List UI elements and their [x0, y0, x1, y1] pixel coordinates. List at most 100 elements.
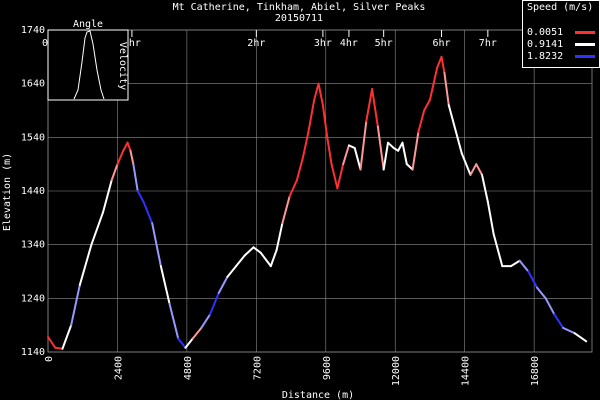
elevation-segment — [428, 66, 439, 101]
inset-frame — [47, 29, 129, 101]
legend-entry-fast: 1.8232 — [527, 51, 597, 63]
elevation-segment — [387, 141, 395, 150]
elevation-segment — [168, 302, 180, 340]
legend-label: 1.8232 — [527, 51, 564, 62]
y-tick-label: 1140 — [21, 347, 45, 358]
elevation-segment — [509, 259, 521, 268]
legend-entry-mid: 0.9141 — [527, 39, 597, 51]
elevation-segment — [259, 251, 272, 268]
elevation-segment — [47, 335, 57, 349]
elevation-segment — [78, 243, 93, 286]
inset-plot: Angle Velocity — [47, 19, 129, 101]
elevation-segment — [475, 163, 484, 176]
plot-frame — [47, 29, 593, 353]
elevation-segment — [321, 104, 329, 139]
x-tick-label: 16800 — [530, 356, 541, 386]
elevation-segment — [326, 136, 333, 166]
x-tick-label: 7200 — [252, 356, 263, 380]
elevation-segment — [116, 149, 125, 166]
elevation-segment — [54, 346, 64, 350]
legend-swatch-blue — [575, 55, 595, 58]
time-marker-label: 1hr — [123, 38, 141, 49]
elevation-segment — [281, 195, 291, 225]
inset-ylabel: Velocity — [117, 42, 128, 90]
elevation-segment — [460, 152, 472, 176]
elevation-segment — [126, 141, 132, 152]
elevation-segment — [200, 313, 212, 329]
elevation-segment — [573, 332, 588, 343]
legend-swatch-red — [575, 31, 595, 34]
elevation-segment — [226, 265, 238, 278]
elevation-segment — [184, 337, 194, 349]
elevation-segment — [90, 211, 104, 246]
x-tick-label: 9600 — [322, 356, 333, 380]
speed-legend: Speed (m/s) 0.0051 0.9141 1.8232 — [522, 0, 600, 68]
elevation-segment — [129, 149, 135, 166]
elevation-segment — [61, 324, 73, 350]
elevation-segment — [453, 125, 463, 155]
y-axis-label: Elevation (m) — [2, 153, 13, 231]
elevation-segment — [301, 130, 310, 160]
elevation-segment — [423, 98, 431, 112]
y-tick-label: 1340 — [21, 240, 45, 251]
elevation-segment — [553, 313, 565, 329]
legend-label: 0.9141 — [527, 39, 564, 50]
y-tick-label: 1640 — [21, 79, 45, 90]
x-tick-label: 14400 — [461, 356, 472, 386]
elevation-segment — [401, 141, 408, 166]
elevation-segment — [269, 249, 278, 268]
elevation-segment — [443, 71, 450, 107]
elevation-segment — [544, 297, 556, 316]
legend-title: Speed (m/s) — [527, 2, 594, 13]
elevation-segment — [295, 157, 304, 182]
time-marker-label: 3hr — [314, 38, 332, 49]
elevation-segment — [440, 55, 446, 74]
elevation-segment — [330, 163, 339, 190]
elevation-segment — [469, 163, 478, 176]
elevation-segment — [136, 190, 145, 203]
elevation-segment — [252, 246, 262, 254]
elevation-segment — [275, 222, 284, 252]
elevation-segment — [536, 286, 547, 300]
elevation-segment — [492, 232, 504, 268]
chart-title: Mt Catherine, Tinkham, Abiel, Silver Pea… — [173, 2, 426, 13]
legend-swatch-white — [575, 43, 595, 46]
elevation-segment — [447, 104, 456, 128]
elevation-segment — [317, 82, 324, 107]
x-axis-label: Distance (m) — [282, 390, 354, 400]
grid-layer — [47, 29, 592, 353]
y-tick-label: 1440 — [21, 186, 45, 197]
elevation-segment — [70, 283, 81, 327]
elevation-segment — [376, 125, 385, 171]
elevation-segment — [132, 163, 139, 192]
elevation-segment — [382, 141, 389, 171]
elevation-segment — [481, 173, 489, 203]
elevation-segment — [142, 200, 154, 225]
elevation-segment — [417, 109, 426, 133]
elevation-segment — [110, 163, 119, 182]
time-marker-label: 6hr — [433, 38, 451, 49]
time-marker-label: 4hr — [340, 38, 358, 49]
elevation-segment — [527, 270, 539, 289]
chart-subtitle: 20150711 — [275, 13, 323, 24]
elevation-segment — [371, 88, 379, 128]
elevation-segment — [518, 259, 530, 273]
elevation-segment — [217, 275, 229, 294]
elevation-segment — [359, 120, 368, 171]
time-marker-label: 5hr — [375, 38, 393, 49]
elevation-segment — [288, 179, 298, 198]
inset-title: Angle — [73, 19, 103, 30]
elevation-segment — [122, 141, 129, 152]
y-tick-label: 1740 — [21, 25, 45, 36]
legend-entry-slow: 0.0051 — [527, 27, 597, 39]
elevation-segment — [562, 326, 576, 335]
x-tick-label: 12000 — [391, 356, 402, 386]
elevation-segment — [151, 222, 162, 268]
elevation-segment — [342, 144, 350, 166]
elevation-segment — [209, 291, 220, 316]
elevation-segment — [365, 88, 374, 123]
x-tick-label: 2400 — [113, 356, 124, 380]
elevation-segment — [405, 163, 414, 171]
elevation-segment — [313, 82, 320, 101]
